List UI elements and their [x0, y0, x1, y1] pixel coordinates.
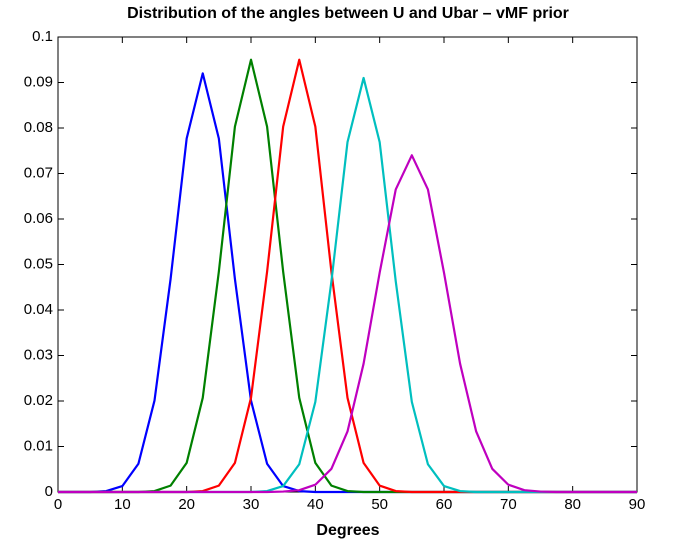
- plot-frame: [57, 36, 638, 493]
- y-tick-label: 0.08: [24, 119, 53, 136]
- x-tick-label: 40: [307, 496, 324, 513]
- series-line: [58, 154, 637, 494]
- y-tick-label: 0: [45, 483, 53, 500]
- y-tick-label: 0.05: [24, 255, 53, 272]
- x-tick-label: 70: [500, 496, 517, 513]
- y-tick-label: 0.1: [32, 28, 53, 45]
- x-tick-label: 50: [371, 496, 388, 513]
- y-tick-label: 0.07: [24, 164, 53, 181]
- y-tick-label: 0.02: [24, 392, 53, 409]
- x-axis-label: Degrees: [316, 522, 379, 539]
- x-tick-label: 20: [178, 496, 195, 513]
- y-tick-label: 0.01: [24, 437, 53, 454]
- y-tick-label: 0.09: [24, 73, 53, 90]
- x-tick-label: 80: [564, 496, 581, 513]
- x-tick-label: 10: [114, 496, 131, 513]
- y-tick-label: 0.04: [24, 301, 53, 318]
- y-tick-label: 0.03: [24, 346, 53, 363]
- y-tick-label: 0.06: [24, 210, 53, 227]
- x-tick-label: 90: [629, 496, 646, 513]
- x-tick-label: 0: [54, 496, 62, 513]
- chart-title: Distribution of the angles between U and…: [127, 5, 569, 22]
- x-tick-label: 60: [436, 496, 453, 513]
- x-tick-label: 30: [243, 496, 260, 513]
